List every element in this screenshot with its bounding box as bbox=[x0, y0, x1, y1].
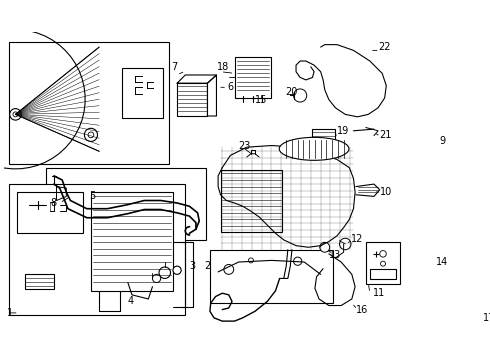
Text: 12: 12 bbox=[351, 234, 364, 244]
Bar bbox=[235, 57, 271, 98]
Text: 6: 6 bbox=[227, 82, 233, 92]
Circle shape bbox=[294, 257, 302, 265]
Circle shape bbox=[13, 112, 18, 117]
Bar bbox=[17, 192, 83, 233]
Bar bbox=[9, 42, 169, 163]
Bar bbox=[25, 274, 54, 289]
Bar bbox=[220, 170, 282, 232]
Text: 13: 13 bbox=[329, 251, 341, 261]
Text: 23: 23 bbox=[239, 140, 251, 150]
Text: 9: 9 bbox=[440, 136, 446, 146]
Text: 19: 19 bbox=[337, 126, 349, 136]
Circle shape bbox=[84, 128, 98, 141]
Text: 14: 14 bbox=[436, 257, 448, 267]
Circle shape bbox=[152, 274, 161, 283]
Text: 7: 7 bbox=[172, 62, 177, 72]
Bar bbox=[313, 129, 336, 142]
Circle shape bbox=[224, 265, 234, 274]
Text: 8: 8 bbox=[50, 198, 56, 208]
Circle shape bbox=[380, 251, 386, 257]
Bar bbox=[210, 250, 333, 303]
Circle shape bbox=[294, 89, 307, 102]
Circle shape bbox=[10, 109, 21, 120]
Text: 16: 16 bbox=[356, 305, 368, 315]
Circle shape bbox=[381, 261, 386, 266]
Bar bbox=[122, 68, 163, 118]
Polygon shape bbox=[218, 145, 355, 247]
Text: 21: 21 bbox=[380, 130, 392, 140]
Text: 11: 11 bbox=[373, 288, 386, 298]
Ellipse shape bbox=[279, 137, 349, 160]
Circle shape bbox=[320, 242, 330, 252]
Text: 18: 18 bbox=[217, 62, 229, 72]
Text: 10: 10 bbox=[380, 187, 392, 197]
Text: 20: 20 bbox=[285, 87, 298, 97]
Text: 15: 15 bbox=[255, 95, 268, 105]
Circle shape bbox=[340, 238, 351, 250]
Bar bbox=[9, 184, 185, 315]
Bar bbox=[366, 242, 400, 284]
Circle shape bbox=[248, 258, 253, 263]
Text: 5: 5 bbox=[89, 192, 96, 201]
Bar bbox=[91, 192, 173, 291]
Text: 2: 2 bbox=[204, 261, 210, 271]
Bar bbox=[46, 168, 206, 240]
Bar bbox=[370, 269, 396, 279]
Circle shape bbox=[173, 266, 181, 274]
Text: 3: 3 bbox=[190, 261, 196, 271]
Circle shape bbox=[159, 267, 171, 278]
Text: 4: 4 bbox=[128, 296, 134, 306]
Text: 22: 22 bbox=[378, 42, 391, 52]
Text: 1: 1 bbox=[7, 308, 13, 318]
Text: 17: 17 bbox=[483, 313, 490, 323]
Polygon shape bbox=[356, 184, 380, 197]
Circle shape bbox=[88, 132, 94, 138]
